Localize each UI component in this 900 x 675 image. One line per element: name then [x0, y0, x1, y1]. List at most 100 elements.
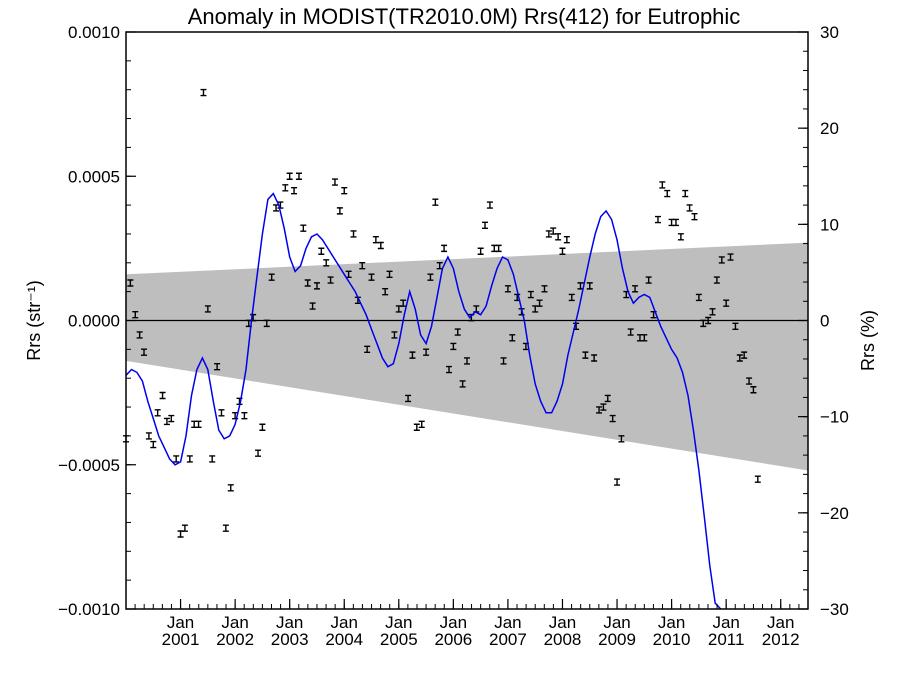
data-point-73 [454, 328, 461, 336]
data-point-35 [282, 184, 289, 192]
data-point-20 [214, 362, 221, 371]
x-tick-year: 2006 [434, 630, 472, 649]
data-point-106 [604, 394, 611, 403]
data-point-72 [450, 342, 457, 351]
left-tick-label: 0.0010 [68, 23, 120, 42]
smoothed-line [125, 192, 722, 610]
x-tick-month: Jan [385, 613, 412, 632]
data-point-97 [563, 236, 570, 244]
data-point-139 [754, 475, 761, 483]
data-point-75 [464, 357, 470, 365]
data-point-107 [609, 414, 616, 423]
data-point-64 [413, 423, 420, 431]
data-point-38 [295, 172, 302, 180]
y-axis-label-right: Rrs (%) [858, 310, 878, 371]
data-point-83 [500, 357, 507, 365]
data-point-18 [204, 305, 211, 313]
data-point-44 [323, 259, 330, 267]
data-point-1 [127, 279, 134, 287]
data-point-111 [627, 328, 634, 336]
right-axis: 30 20 10 0 −10 −20 −30 [798, 23, 849, 619]
data-point-71 [445, 365, 452, 374]
data-point-109 [618, 435, 625, 443]
data-point-32 [268, 273, 275, 281]
data-point-11 [173, 455, 180, 463]
data-point-53 [364, 345, 371, 354]
data-point-104 [596, 406, 603, 414]
data-point-133 [727, 253, 734, 261]
data-point-114 [641, 334, 648, 342]
data-point-119 [664, 189, 671, 198]
data-point-89 [527, 290, 534, 299]
data-point-47 [336, 207, 343, 215]
data-point-4 [141, 348, 148, 356]
x-tick-year: 2011 [708, 630, 745, 649]
data-point-50 [350, 230, 357, 238]
data-point-91 [536, 299, 543, 307]
data-point-5 [145, 432, 152, 440]
data-point-17 [200, 88, 207, 97]
x-tick-month: Jan [603, 613, 630, 632]
data-point-41 [309, 302, 316, 310]
data-point-26 [241, 412, 248, 420]
data-point-108 [614, 478, 621, 486]
right-tick-label: 20 [820, 119, 839, 138]
data-point-54 [368, 273, 375, 281]
data-point-13 [181, 524, 188, 532]
left-tick-label: −0.0010 [58, 600, 120, 619]
data-point-123 [682, 189, 689, 198]
data-point-105 [600, 403, 607, 411]
x-tick-month: Jan [276, 613, 303, 632]
x-tick-month: Jan [331, 613, 358, 632]
data-point-79 [482, 221, 489, 229]
data-point-137 [746, 377, 753, 385]
data-point-59 [391, 331, 398, 339]
data-point-57 [382, 287, 389, 296]
data-point-2 [132, 311, 139, 319]
x-tick-year: 2012 [762, 630, 800, 649]
data-point-81 [491, 244, 498, 253]
data-point-63 [409, 351, 416, 359]
data-point-120 [668, 218, 675, 227]
data-point-129 [709, 308, 716, 316]
data-point-7 [154, 409, 161, 417]
data-point-98 [568, 293, 575, 302]
data-point-6 [150, 440, 157, 449]
data-point-46 [331, 178, 338, 186]
x-tick-year: 2005 [380, 630, 418, 649]
data-point-125 [691, 212, 698, 221]
data-point-19 [209, 455, 216, 463]
data-point-84 [504, 285, 511, 293]
right-tick-label: 0 [820, 312, 829, 331]
data-point-96 [559, 247, 566, 255]
data-point-134 [732, 322, 739, 330]
data-point-23 [227, 484, 234, 492]
data-point-102 [586, 282, 593, 290]
data-point-138 [750, 386, 757, 394]
data-point-126 [695, 293, 702, 302]
data-point-62 [405, 394, 412, 403]
data-point-30 [259, 423, 266, 431]
data-point-42 [313, 282, 320, 290]
data-points [123, 88, 761, 538]
smoothed-line-path [125, 192, 722, 610]
x-tick-month: Jan [712, 613, 739, 632]
right-tick-label: 10 [820, 215, 839, 234]
data-point-34 [277, 201, 284, 209]
data-point-52 [359, 261, 366, 270]
data-point-8 [159, 391, 166, 400]
left-axis: 0.0010 0.0005 0.0000 −0.0005 −0.0010 [58, 23, 136, 619]
data-point-43 [318, 247, 325, 255]
x-tick-year: 2008 [544, 630, 582, 649]
data-point-15 [191, 420, 198, 429]
x-tick-year: 2002 [216, 630, 254, 649]
data-point-14 [186, 455, 193, 463]
data-point-67 [427, 273, 434, 281]
data-point-130 [713, 276, 720, 284]
data-point-61 [400, 299, 407, 307]
x-tick-month: Jan [494, 613, 521, 632]
data-point-103 [591, 354, 598, 362]
data-point-85 [509, 334, 516, 342]
left-tick-label: −0.0005 [58, 456, 120, 475]
